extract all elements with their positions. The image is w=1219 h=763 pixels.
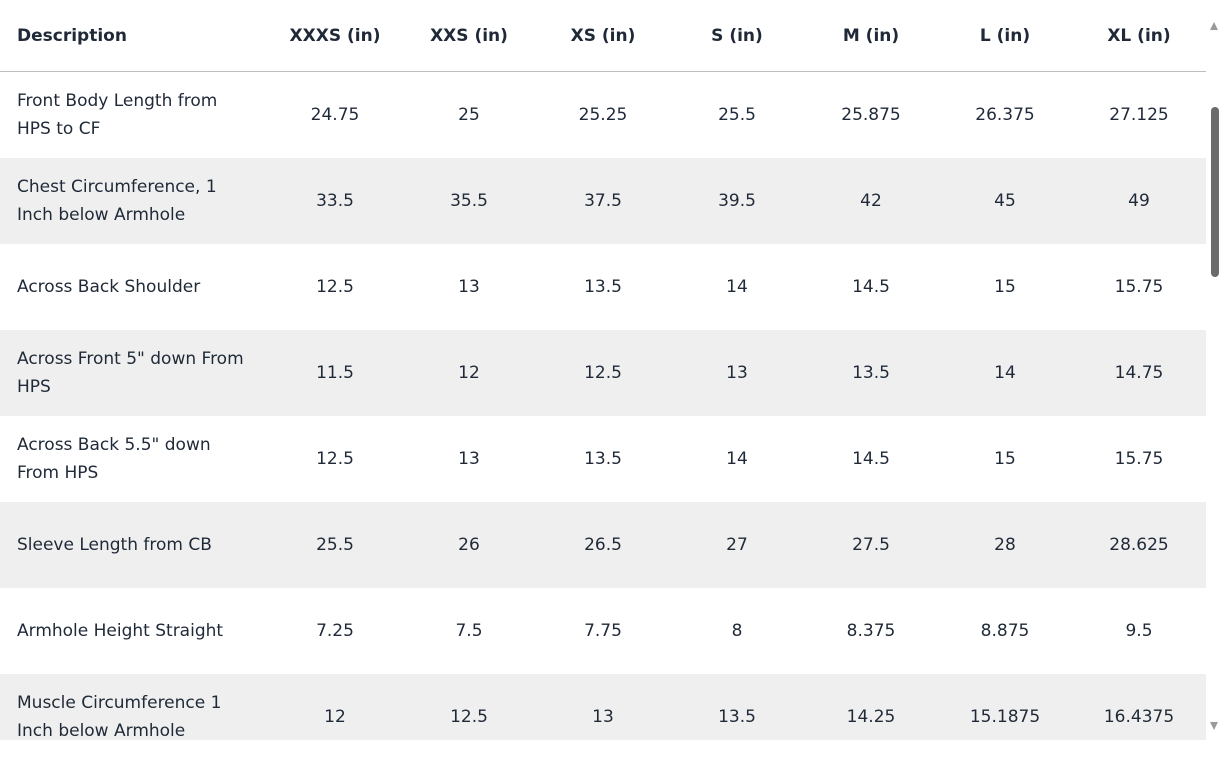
measurement-cell: 27.5	[804, 502, 938, 588]
measurement-cell: 7.25	[316, 621, 354, 641]
row-description: Chest Circumference, 1 Inch below Armhol…	[0, 158, 268, 244]
row-description: Sleeve Length from CB	[0, 502, 268, 588]
measurement-cell: 49	[1072, 158, 1206, 244]
measurement-cell: 25.5	[268, 502, 402, 588]
measurement-cell: 14.5	[852, 277, 890, 297]
table-row: Chest Circumference, 1 Inch below Armhol…	[0, 158, 1206, 244]
measurement-cell: 15.75	[1114, 449, 1164, 469]
measurement-cell: 15	[994, 277, 1016, 297]
measurement-cell: 42	[804, 158, 938, 244]
table-row: Front Body Length from HPS to CF 24.75 25 2…	[0, 72, 1206, 159]
header-row: Description XXXS (in) XXS (in) XS (in) S (in…	[0, 0, 1206, 72]
column-header: XS (in)	[536, 0, 670, 72]
row-description: Across Back 5.5" down From HPS	[17, 435, 211, 483]
table-row: Armhole Height Straight 7.25 7.5 7.75 8 8.375…	[0, 588, 1206, 674]
measurement-cell: 35.5	[402, 158, 536, 244]
measurement-cell: 8.875	[980, 621, 1030, 641]
table-row: Muscle Circumference 1 Inch below Armhol…	[0, 674, 1206, 740]
row-description: Armhole Height Straight	[17, 621, 224, 641]
table-row: Sleeve Length from CB 25.5 26 26.5 27 27.5 28 2…	[0, 502, 1206, 588]
measurement-cell: 26	[402, 502, 536, 588]
measurement-cell: 25.5	[718, 105, 756, 125]
measurement-cell: 13	[458, 277, 480, 297]
measurement-cell: 24.75	[310, 105, 360, 125]
measurement-cell: 13.5	[670, 674, 804, 740]
measurement-cell: 25.875	[841, 105, 901, 125]
column-header: M (in)	[804, 0, 938, 72]
scroll-arrows	[1210, 22, 1218, 730]
measurement-cell: 28	[938, 502, 1072, 588]
measurement-cell: 12.5	[316, 277, 354, 297]
scroll-thumb[interactable]	[1211, 107, 1219, 277]
table-body: Front Body Length from HPS to CF 24.75 25 2…	[0, 72, 1206, 740]
row-description: Front Body Length from HPS to CF	[17, 91, 218, 139]
column-header: XXS (in)	[402, 0, 536, 72]
measurement-cell: 12.5	[316, 449, 354, 469]
measurement-cell: 11.5	[268, 330, 402, 416]
measurement-cell: 13.5	[584, 449, 622, 469]
column-header: L (in)	[938, 0, 1072, 72]
column-header: XXXS (in)	[268, 0, 402, 72]
measurement-cell: 13	[536, 674, 670, 740]
measurement-cell: 26.5	[536, 502, 670, 588]
column-header: XL (in)	[1072, 0, 1206, 72]
measurement-cell: 13	[458, 449, 480, 469]
row-description: Across Back Shoulder	[17, 277, 201, 297]
measurement-cell: 15	[994, 449, 1016, 469]
measurement-cell: 13	[670, 330, 804, 416]
measurement-cell: 13.5	[804, 330, 938, 416]
table-row: Across Back 5.5" down From HPS 12.5 13 13.5…	[0, 416, 1206, 502]
measurement-cell: 45	[938, 158, 1072, 244]
measurement-cell: 14.75	[1072, 330, 1206, 416]
measurement-cell: 12	[402, 330, 536, 416]
measurement-cell: 27	[670, 502, 804, 588]
measurement-cell: 12.5	[402, 674, 536, 740]
row-description: Muscle Circumference 1 Inch below Armhol…	[0, 674, 268, 740]
measurement-cell: 39.5	[670, 158, 804, 244]
measurement-cell: 12	[268, 674, 402, 740]
scrollbar[interactable]	[1207, 0, 1219, 740]
measurement-cell: 8	[731, 621, 743, 641]
column-header: Description	[0, 0, 268, 72]
measurement-cell: 12.5	[536, 330, 670, 416]
measurement-cell: 8.375	[846, 621, 896, 641]
measurement-cell: 14	[726, 449, 748, 469]
measurement-cell: 9.5	[1125, 621, 1153, 641]
measurement-cell: 27.125	[1109, 105, 1169, 125]
table-row: Across Back Shoulder 12.5 13 13.5 14 14.5 15 15…	[0, 244, 1206, 330]
measurement-cell: 7.5	[455, 621, 483, 641]
measurement-cell: 14	[726, 277, 748, 297]
measurement-cell: 28.625	[1072, 502, 1206, 588]
measurement-cell: 13.5	[584, 277, 622, 297]
measurement-cell: 37.5	[536, 158, 670, 244]
size-table: Description XXXS (in) XXS (in) XS (in) S (in…	[0, 0, 1206, 740]
measurement-cell: 26.375	[975, 105, 1035, 125]
column-header: S (in)	[670, 0, 804, 72]
measurement-cell: 33.5	[268, 158, 402, 244]
measurement-cell: 15.75	[1114, 277, 1164, 297]
measurement-cell: 16.4375	[1072, 674, 1206, 740]
measurement-cell: 25	[458, 105, 480, 125]
measurement-cell: 25.25	[578, 105, 628, 125]
measurement-cell: 14.5	[852, 449, 890, 469]
measurement-cell: 14.25	[804, 674, 938, 740]
table-container: Description XXXS (in) XXS (in) XS (in) S (in…	[0, 0, 1206, 740]
measurement-cell: 14	[938, 330, 1072, 416]
measurement-cell: 7.75	[584, 621, 622, 641]
table-row: Across Front 5" down From HPS 11.5 12 12.5 1…	[0, 330, 1206, 416]
measurement-cell: 15.1875	[938, 674, 1072, 740]
row-description: Across Front 5" down From HPS	[0, 330, 268, 416]
